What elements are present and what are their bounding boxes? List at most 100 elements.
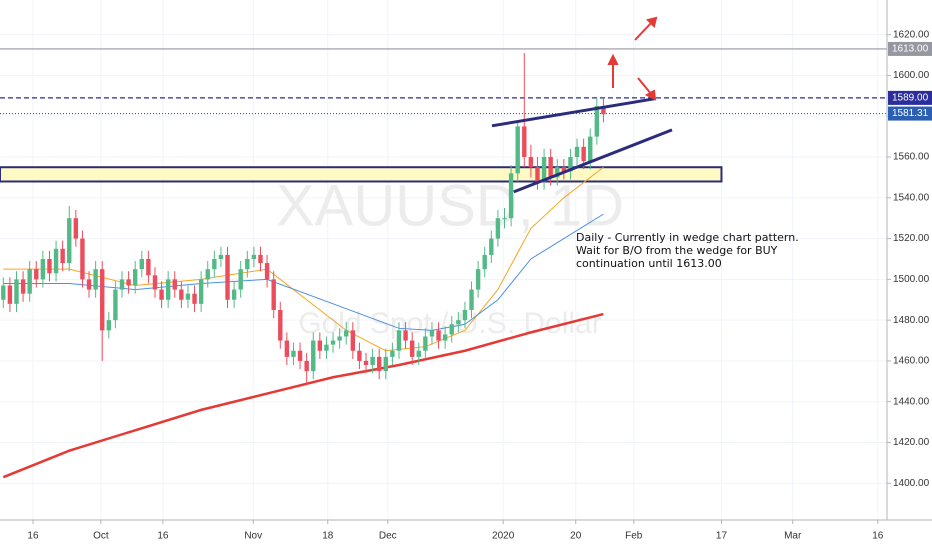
- candle-body: [555, 167, 560, 178]
- candle-body: [146, 258, 151, 276]
- y-tick-label: 1520.00: [893, 233, 930, 244]
- wedge-line: [491, 97, 656, 128]
- candle-body: [489, 238, 494, 255]
- y-tick-label: 1600.00: [893, 70, 930, 81]
- candle-body: [139, 258, 144, 270]
- x-tick-label: 16: [157, 531, 169, 542]
- candle-body: [159, 289, 164, 300]
- candle-body: [20, 279, 26, 294]
- y-tick-label: 1620.00: [893, 29, 930, 40]
- price-label: 1613.00: [892, 44, 929, 55]
- y-tick-label: 1500.00: [893, 274, 930, 285]
- candle-body: [34, 269, 39, 280]
- candle-body: [304, 360, 309, 372]
- candle-body: [1, 285, 6, 300]
- x-tick-label: Feb: [625, 531, 643, 542]
- candle-body: [119, 279, 125, 290]
- y-tick-label: 1480.00: [893, 315, 930, 326]
- candle-body: [449, 324, 454, 335]
- candle-body: [502, 218, 507, 220]
- candle-body: [291, 350, 296, 357]
- candle-body: [297, 350, 303, 361]
- candle-body: [528, 157, 534, 168]
- candle-body: [370, 356, 375, 366]
- x-tick-label: Dec: [379, 531, 397, 542]
- x-tick-label: Nov: [244, 531, 262, 542]
- candle-body: [330, 340, 336, 345]
- candle-body: [344, 330, 349, 337]
- candle-body: [423, 336, 428, 351]
- candle-body: [548, 157, 553, 178]
- candle-body: [165, 279, 171, 300]
- candle-body: [357, 350, 362, 361]
- candle-body: [264, 263, 270, 280]
- x-tick-label: 17: [716, 531, 728, 542]
- candle-body: [522, 126, 527, 158]
- candle-body: [350, 330, 356, 351]
- candle-body: [271, 279, 276, 310]
- candle-body: [515, 126, 520, 174]
- candle-body: [377, 356, 382, 372]
- x-tick-label: 16: [27, 531, 39, 542]
- annotation-line: continuation until 1613.00: [576, 257, 722, 270]
- candle-body: [258, 254, 263, 264]
- price-label-bg: [888, 106, 932, 121]
- candle-body: [198, 279, 204, 304]
- support-zone: [0, 166, 723, 183]
- candle-body: [588, 136, 593, 162]
- candle-body: [225, 254, 230, 300]
- candle-body: [40, 258, 46, 280]
- candle-body: [317, 340, 323, 351]
- y-tick-label: 1400.00: [893, 478, 930, 489]
- candle-body: [535, 167, 540, 182]
- price-label: 1581.31: [892, 108, 929, 119]
- candle-body: [456, 320, 461, 325]
- candle-body: [396, 330, 402, 351]
- candle-body: [14, 279, 19, 304]
- candle-body: [27, 269, 32, 294]
- annotation-line: Wait for B/O from the wedge for BUY: [576, 244, 778, 257]
- arrows: [607, 16, 658, 101]
- candle-body: [581, 146, 586, 162]
- candle-body: [337, 336, 342, 341]
- candle-body: [60, 248, 65, 264]
- arrow-head: [607, 53, 619, 65]
- candle-body: [185, 293, 191, 300]
- candle-body: [245, 258, 250, 270]
- candle-body: [390, 350, 395, 357]
- candle-body: [469, 289, 474, 310]
- candle-body: [132, 269, 138, 286]
- price-label-bg: [888, 41, 932, 56]
- candle-body: [475, 269, 481, 290]
- candle-body: [106, 320, 112, 331]
- candle-body: [212, 258, 217, 270]
- candle-body: [482, 254, 487, 270]
- candle-body: [409, 340, 415, 357]
- arrow-head: [644, 89, 657, 101]
- y-tick-label: 1460.00: [893, 356, 930, 367]
- candle-body: [403, 330, 408, 341]
- candle-body: [238, 269, 243, 290]
- candle-body: [383, 356, 388, 372]
- candle-body: [218, 254, 224, 259]
- candle-body: [416, 350, 421, 357]
- candle-body: [93, 269, 98, 290]
- candle-body: [231, 289, 237, 300]
- candle-body: [205, 269, 210, 280]
- candle-body: [429, 330, 435, 337]
- candle-body: [462, 309, 468, 321]
- price-label-bg: [888, 90, 932, 105]
- moving-average: [2, 312, 604, 479]
- candle-body: [7, 285, 13, 304]
- candle-body: [278, 309, 283, 341]
- arrow-head: [646, 16, 658, 28]
- candle-body: [324, 344, 329, 351]
- y-tick-label: 1540.00: [893, 192, 930, 203]
- y-tick-label: 1420.00: [893, 437, 930, 448]
- candle-body: [172, 279, 177, 290]
- axes: 1400.00 1420.00 1440.00 1460.00 1480.00 1500.…: [27, 29, 932, 542]
- candle-body: [508, 173, 514, 219]
- candle-body: [47, 258, 52, 274]
- watermark-subtitle: Gold Spot / U.S. Dollar: [298, 307, 601, 340]
- candle-body: [436, 330, 441, 341]
